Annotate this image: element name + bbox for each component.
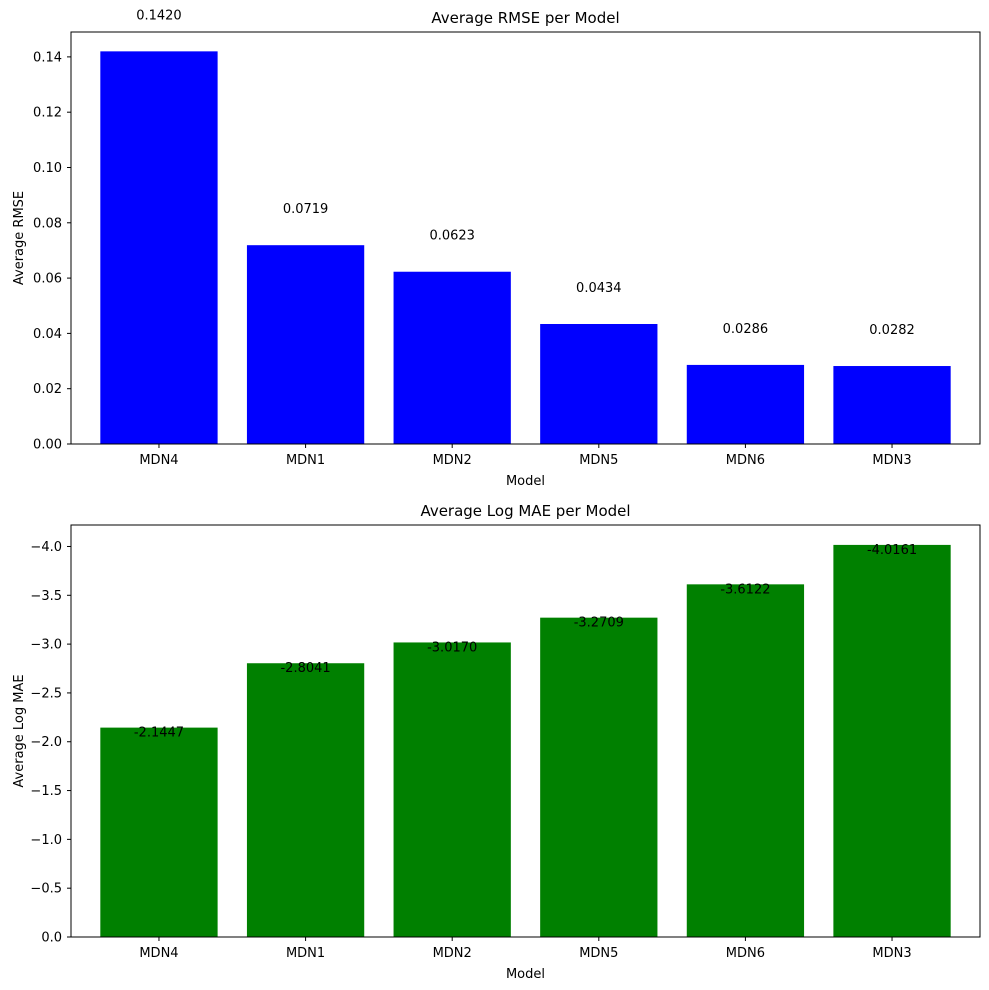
x-tick-label: MDN2 bbox=[433, 946, 472, 961]
bar bbox=[540, 323, 658, 444]
data-label: -2.1447 bbox=[134, 726, 184, 741]
bar-series: -2.1447 -2.8041 -3.0170 -3.2709 -3.6122 -4.01… bbox=[30, 540, 951, 961]
y-tick-label: 0.06 bbox=[33, 272, 62, 287]
y-axis-label: Average RMSE bbox=[12, 191, 27, 285]
bar bbox=[393, 642, 511, 937]
y-tick-label: 0.10 bbox=[33, 161, 62, 176]
y-tick-label: −0.5 bbox=[30, 882, 62, 897]
x-tick-label: MDN3 bbox=[872, 453, 911, 468]
bar bbox=[540, 617, 658, 937]
bar bbox=[393, 271, 511, 444]
x-tick-label: MDN3 bbox=[872, 946, 911, 961]
chart-title: Average RMSE per Model bbox=[431, 9, 619, 27]
bar-series: 0.1420 0.0719 0.0623 0.0434 0.0286 0.0282 MDN4… bbox=[33, 8, 951, 468]
x-tick-label: MDN5 bbox=[579, 453, 618, 468]
log-mae-chart: Average Log MAE per Model Model Average … bbox=[12, 502, 981, 982]
y-tick-label: 0.04 bbox=[33, 327, 62, 342]
data-label: -4.0161 bbox=[867, 543, 917, 558]
y-tick-label: 0.12 bbox=[33, 106, 62, 121]
bar bbox=[833, 366, 951, 444]
data-label: -2.8041 bbox=[280, 661, 330, 676]
y-tick-label: 0.0 bbox=[41, 931, 62, 946]
bar bbox=[833, 544, 951, 937]
x-tick-label: MDN4 bbox=[139, 946, 178, 961]
x-tick-label: MDN5 bbox=[579, 946, 618, 961]
y-tick-label: −1.5 bbox=[30, 784, 62, 799]
x-tick-label: MDN6 bbox=[726, 453, 765, 468]
rmse-chart: Average RMSE per Model Model Average RMS… bbox=[12, 8, 981, 489]
y-tick-label: 0.14 bbox=[33, 50, 62, 65]
y-tick-label: 0.00 bbox=[33, 438, 62, 453]
x-tick-label: MDN1 bbox=[286, 946, 325, 961]
x-axis-label: Model bbox=[506, 967, 545, 982]
y-tick-label: −2.5 bbox=[30, 686, 62, 701]
y-tick-label: −2.0 bbox=[30, 735, 62, 750]
bar bbox=[686, 584, 805, 937]
y-axis-label: Average Log MAE bbox=[12, 674, 27, 787]
data-label: -3.0170 bbox=[427, 640, 477, 655]
data-label: 0.0719 bbox=[283, 202, 329, 217]
bar bbox=[246, 245, 365, 444]
y-tick-label: −3.5 bbox=[30, 589, 62, 604]
y-tick-label: 0.02 bbox=[33, 382, 62, 397]
plot-frame bbox=[70, 31, 981, 445]
bar bbox=[100, 51, 218, 444]
chart-title: Average Log MAE per Model bbox=[420, 502, 630, 520]
x-tick-label: MDN4 bbox=[139, 453, 178, 468]
data-label: 0.1420 bbox=[136, 8, 182, 23]
plot-frame bbox=[70, 524, 981, 938]
y-tick-label: −1.0 bbox=[30, 833, 62, 848]
bar bbox=[246, 663, 365, 937]
data-label: 0.0282 bbox=[869, 323, 915, 338]
bar bbox=[100, 727, 218, 937]
data-label: -3.6122 bbox=[720, 582, 770, 597]
y-tick-label: −3.0 bbox=[30, 638, 62, 653]
x-tick-label: MDN1 bbox=[286, 453, 325, 468]
bar bbox=[686, 364, 805, 444]
y-tick-label: −4.0 bbox=[30, 540, 62, 555]
data-label: 0.0286 bbox=[723, 322, 769, 337]
y-tick-label: 0.08 bbox=[33, 216, 62, 231]
data-label: 0.0623 bbox=[429, 229, 475, 244]
x-tick-label: MDN2 bbox=[433, 453, 472, 468]
data-label: -3.2709 bbox=[574, 616, 624, 631]
x-axis-label: Model bbox=[506, 474, 545, 489]
data-label: 0.0434 bbox=[576, 281, 622, 296]
x-tick-label: MDN6 bbox=[726, 946, 765, 961]
